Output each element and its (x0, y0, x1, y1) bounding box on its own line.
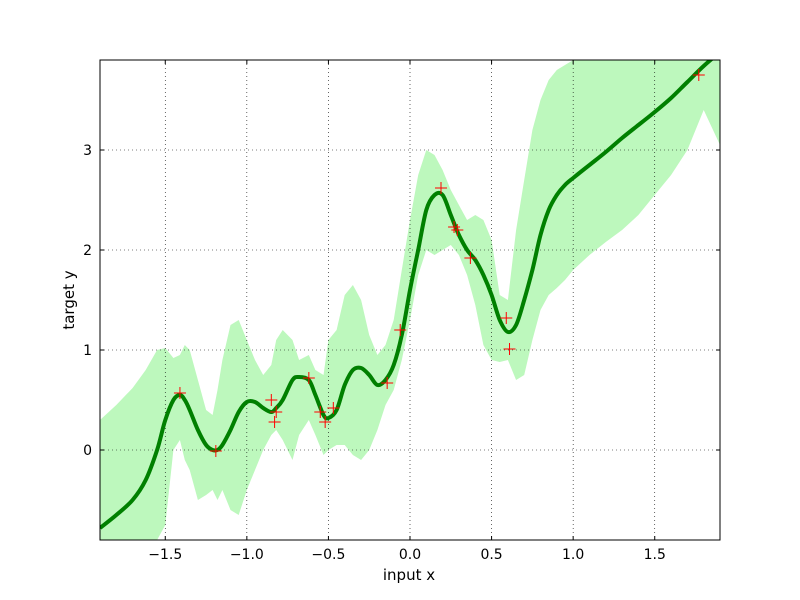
y-tick-label: 2 (83, 243, 92, 259)
x-tick-label: 1.0 (562, 547, 584, 563)
x-tick-label: 0.5 (480, 547, 502, 563)
observation-marker (692, 69, 705, 81)
y-tick-label: 1 (83, 343, 92, 359)
observation-marker (209, 445, 222, 457)
observation-marker (327, 402, 340, 414)
observation-marker (302, 372, 315, 384)
observation-marker (464, 252, 477, 264)
observation-marker (173, 387, 186, 399)
observation-marker (503, 343, 516, 355)
y-tick-label: 0 (83, 443, 92, 459)
y-axis-label: target y (60, 270, 78, 329)
observation-marker (265, 394, 278, 406)
plot-area: −1.5 −1.0 −0.5 0.0 0.5 1.0 1.5 0 1 2 3 (83, 59, 721, 563)
observation-marker (448, 221, 461, 233)
mean-prediction-line (100, 60, 714, 530)
x-tick-label: 1.5 (644, 547, 666, 563)
observation-marker (268, 416, 281, 428)
observation-marker (435, 182, 447, 194)
observation-marker (381, 377, 394, 389)
x-tick-label: −0.5 (311, 547, 345, 563)
x-axis-label: input x (383, 566, 435, 584)
observation-marker (500, 312, 513, 324)
observation-marker (314, 406, 327, 418)
y-tick-label: 3 (83, 143, 92, 159)
observation-marker (451, 224, 464, 236)
observation-marker (319, 416, 332, 428)
observation-marker (270, 406, 283, 418)
observation-marker (394, 324, 407, 336)
x-tick-label: −1.5 (148, 547, 182, 563)
x-tick-label: 0.0 (399, 547, 421, 563)
x-tick-label: −1.0 (230, 547, 264, 563)
